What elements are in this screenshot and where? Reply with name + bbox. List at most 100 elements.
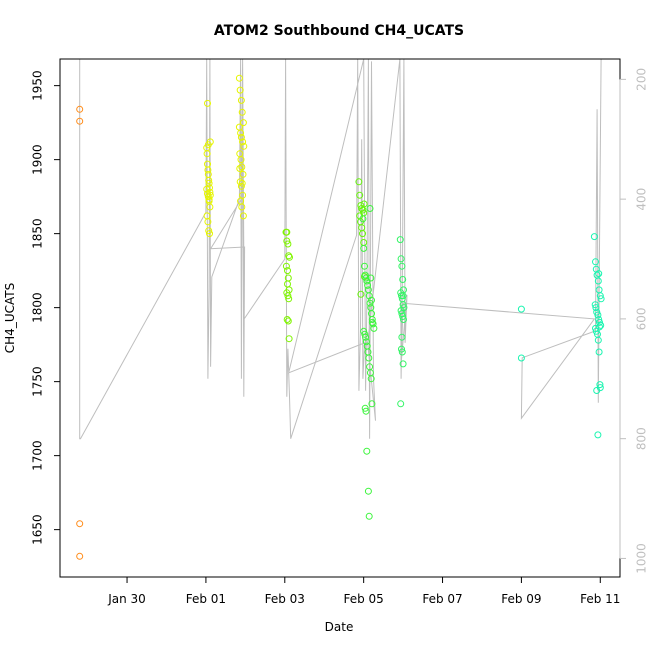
data-point [591, 301, 599, 309]
data-point [236, 178, 244, 186]
y-tick-label: 1650 [31, 514, 45, 545]
data-point [236, 165, 244, 172]
data-point [517, 305, 525, 313]
data-point [362, 407, 370, 415]
data-point [283, 316, 291, 323]
data-point [284, 240, 292, 248]
data-point [76, 117, 84, 125]
data-point [204, 193, 212, 201]
data-point [235, 74, 243, 82]
data-point [399, 292, 407, 300]
y-tick-label: 1900 [31, 144, 45, 175]
data-point [365, 512, 373, 520]
data-point [355, 178, 363, 186]
data-point [284, 267, 291, 275]
data-point [283, 289, 291, 297]
data-point [239, 119, 247, 127]
data-point [364, 487, 372, 495]
data-point [238, 203, 246, 211]
data-point [284, 317, 292, 325]
data-point [360, 244, 368, 252]
data-point [398, 348, 406, 356]
data-point [238, 179, 246, 187]
data-point [237, 156, 245, 164]
data-point [361, 404, 369, 412]
data-point [239, 138, 247, 146]
data-point [237, 182, 245, 190]
data-point [204, 141, 212, 149]
data-point [594, 311, 602, 319]
data-point [400, 316, 407, 323]
chart-title: ATOM2 Southbound CH4_UCATS [214, 23, 464, 39]
data-point [206, 230, 213, 238]
data-point [399, 360, 407, 368]
x-tick-label: Feb 03 [265, 592, 305, 606]
x-tick-label: Feb 07 [422, 592, 462, 606]
data-point [398, 262, 406, 270]
y-tick-label: 1750 [31, 366, 45, 397]
data-point [597, 321, 605, 329]
data-point [399, 301, 407, 309]
data-point [284, 292, 292, 300]
data-point [204, 218, 212, 226]
y-tick-label: 1700 [31, 440, 45, 471]
data-point [592, 258, 599, 266]
data-point [367, 274, 375, 282]
data-point [239, 212, 247, 220]
data-point [357, 290, 365, 298]
data-point [357, 202, 365, 209]
data-point [204, 99, 211, 107]
data-point [205, 196, 213, 204]
data-point [203, 150, 211, 158]
data-point [238, 108, 246, 116]
y-tick-label: 1850 [31, 218, 45, 249]
data-point [356, 191, 364, 199]
data-point [76, 105, 84, 113]
data-point [205, 179, 213, 187]
secondary-y-tick-label: 400 [635, 188, 649, 211]
y-axis-title: CH4_UCATS [3, 283, 17, 353]
data-point [397, 400, 405, 408]
data-point [367, 375, 375, 383]
data-point [368, 318, 376, 326]
data-point [76, 552, 84, 560]
data-point [590, 233, 598, 241]
axes-layer: Jan 30 Feb 01 Feb 03 Feb 05 Feb 07 Feb 09 Feb … [31, 58, 649, 606]
data-point [284, 280, 291, 288]
data-point [237, 129, 245, 137]
data-point [595, 316, 603, 323]
data-point [361, 262, 368, 270]
data-point [593, 387, 601, 394]
data-point [360, 200, 368, 208]
data-point [399, 276, 407, 283]
secondary-y-tick-label: 1000 [635, 543, 649, 574]
data-point [363, 447, 371, 455]
data-point [203, 185, 211, 193]
y-tick-label: 1800 [31, 292, 45, 323]
data-point [396, 236, 404, 244]
data-point [398, 345, 405, 353]
data-point [368, 296, 375, 304]
data-point [205, 176, 213, 184]
data-point [592, 304, 600, 312]
data-point [594, 277, 602, 285]
data-point [362, 333, 370, 341]
data-point [517, 354, 525, 362]
secondary-y-tick-label: 600 [635, 307, 649, 330]
x-tick-label: Jan 30 [107, 592, 146, 606]
data-point [594, 336, 602, 344]
data-point [237, 96, 245, 104]
data-point [286, 253, 293, 261]
data-point [399, 313, 407, 320]
data-point [362, 274, 370, 282]
x-tick-label: Feb 09 [501, 592, 541, 606]
data-point [204, 166, 212, 174]
data-point [237, 133, 245, 141]
data-point [359, 230, 366, 238]
data-point [359, 215, 367, 223]
data-point [238, 163, 246, 171]
data-point [283, 237, 291, 245]
data-point [283, 228, 291, 236]
data-point [285, 335, 293, 343]
data-point [206, 203, 214, 211]
